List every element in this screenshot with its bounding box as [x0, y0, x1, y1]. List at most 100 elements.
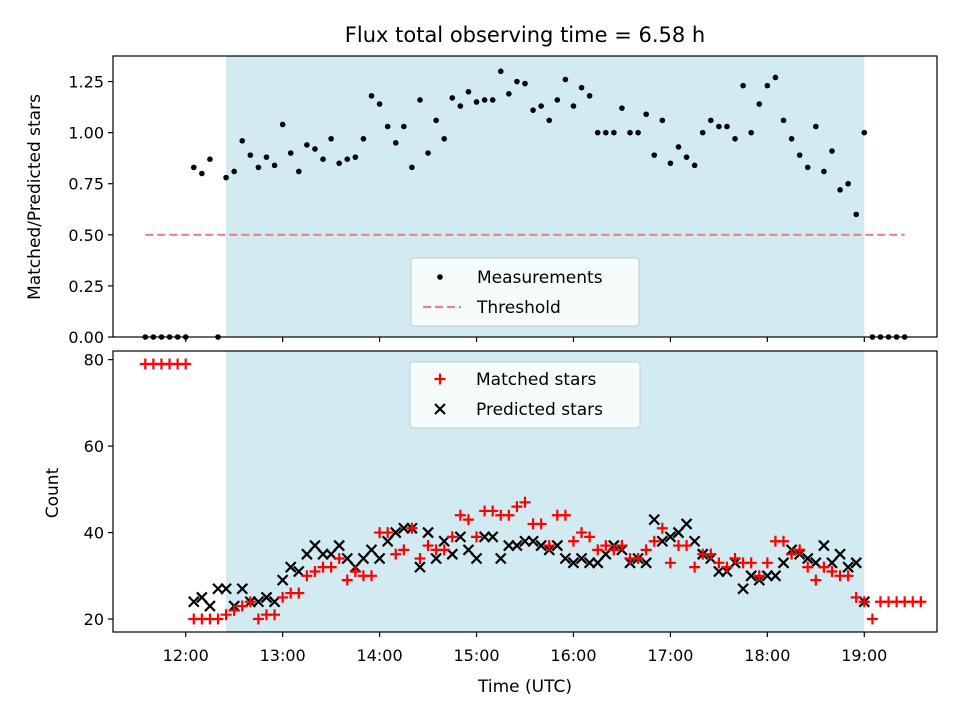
measurement-point	[401, 123, 407, 130]
predicted-point	[656, 535, 669, 547]
top-y-tick-label: 0.00	[68, 328, 104, 347]
predicted-point	[422, 526, 434, 539]
measurement-point	[845, 180, 851, 187]
measurement-point	[691, 162, 698, 169]
measurement-point	[425, 150, 431, 156]
matched-point	[810, 574, 822, 586]
legend-predicted-marker	[434, 403, 446, 415]
measurement-point	[619, 105, 625, 111]
measurement-point	[376, 101, 383, 107]
measurement-point	[554, 97, 561, 103]
bottom-legend: Matched stars Predicted stars	[409, 361, 641, 429]
bottom-x-tick-label: 13:00	[260, 646, 306, 665]
matched-point	[842, 570, 854, 582]
matched-point	[584, 531, 596, 543]
top-y-tick-label: 1.25	[68, 73, 104, 92]
predicted-point	[559, 552, 572, 565]
measurement-point	[627, 129, 633, 136]
matched-point	[236, 600, 248, 612]
matched-point	[390, 548, 402, 560]
predicted-point	[680, 518, 693, 530]
bottom-x-tick-label: 15:00	[453, 646, 499, 665]
predicted-point	[818, 539, 830, 552]
measurement-point	[190, 164, 197, 171]
measurement-point	[732, 135, 738, 142]
top-y-tick-label: 0.25	[68, 277, 104, 296]
matched-point	[567, 535, 579, 547]
bottom-x-tick-label: 12:00	[163, 646, 209, 665]
predicted-point	[737, 582, 749, 595]
predicted-point	[301, 548, 313, 560]
matched-point	[252, 613, 264, 625]
predicted-point	[745, 570, 757, 582]
measurement-point	[813, 123, 819, 130]
matched-point	[301, 570, 313, 582]
measurement-point	[336, 160, 342, 167]
legend-matched-label: Matched stars	[476, 370, 596, 390]
matched-point	[414, 553, 426, 565]
measurement-point	[570, 103, 577, 109]
top-y-tick-label: 0.50	[68, 226, 104, 245]
matched-point	[293, 587, 305, 599]
bottom-x-tick-label: 18:00	[744, 646, 790, 665]
legend-matched-marker	[434, 373, 446, 385]
predicted-point	[454, 531, 467, 543]
predicted-point	[567, 557, 580, 569]
x-axis-label: Time (UTC)	[477, 677, 572, 697]
matched-point	[721, 561, 733, 573]
matched-point	[511, 501, 523, 513]
predicted-point	[769, 570, 782, 582]
measurement-point	[506, 91, 512, 97]
measurement-point	[473, 99, 480, 105]
measurement-point	[804, 164, 811, 171]
measurement-point	[320, 156, 326, 163]
measurement-point	[740, 82, 746, 89]
measurement-point	[829, 148, 835, 154]
matched-point	[366, 570, 378, 582]
predicted-point	[236, 582, 249, 595]
matched-point	[462, 514, 474, 526]
measurement-point	[522, 80, 528, 87]
matched-point	[382, 527, 394, 539]
predicted-point	[834, 548, 846, 560]
measurement-point	[699, 129, 706, 136]
measurement-point	[635, 129, 641, 136]
matched-point	[640, 544, 652, 556]
measurement-point	[716, 123, 722, 130]
measurement-point	[199, 170, 205, 177]
measurement-point	[279, 121, 286, 128]
top-y-tick-label: 0.75	[68, 175, 104, 194]
matched-point	[664, 557, 676, 569]
predicted-point	[333, 539, 345, 552]
measurement-point	[457, 103, 464, 109]
measurement-point	[594, 129, 601, 136]
top-legend-box	[410, 257, 640, 327]
measurement-point	[708, 117, 714, 124]
measurement-point	[449, 95, 456, 101]
measurement-point	[683, 154, 690, 160]
matched-point	[866, 613, 878, 625]
bottom-x-tick-label: 17:00	[647, 646, 693, 665]
predicted-point	[648, 513, 661, 526]
measurement-point	[489, 97, 496, 103]
matched-point	[753, 570, 765, 582]
predicted-point	[462, 544, 475, 556]
top-legend: Measurements Threshold	[410, 257, 640, 327]
matched-point	[543, 540, 555, 552]
matched-point	[349, 565, 361, 577]
measurement-point	[263, 154, 270, 160]
measurement-point	[465, 88, 472, 95]
measurement-point	[796, 152, 803, 158]
measurement-point	[441, 135, 448, 142]
top-axes-frame	[112, 55, 938, 338]
bottom-x-tick-label: 14:00	[357, 646, 403, 665]
matched-point	[656, 522, 668, 534]
measurement-point	[231, 168, 237, 175]
predicted-point	[196, 591, 208, 604]
bottom-axes: 20 40 60 80 12:00 13:00 14:00 15:00 16:00 17:00 18…	[84, 351, 888, 665]
matched-point	[325, 561, 337, 573]
predicted-point	[204, 600, 216, 612]
matched-point	[333, 553, 345, 565]
bottom-marks	[139, 358, 927, 625]
